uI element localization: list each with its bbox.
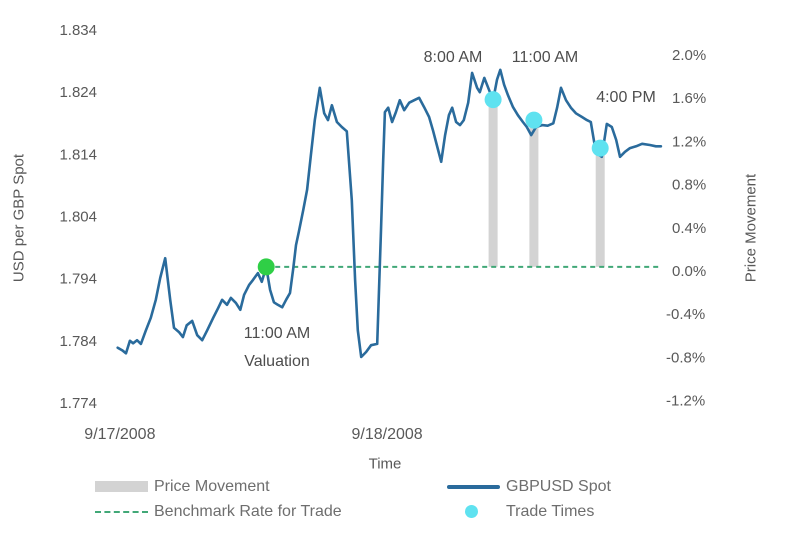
price-movement-swatch: [95, 481, 148, 492]
annotation-trade-8am: 8:00 AM: [423, 49, 483, 66]
x-axis-tick: 9/18/2008: [352, 426, 423, 443]
legend-column-left: Price Movement Benchmark Rate for Trade: [95, 475, 342, 523]
right-axis-tick: 0.8%: [672, 177, 706, 194]
dot-swatch-icon: [465, 505, 478, 518]
bar-swatch-icon: [95, 481, 148, 492]
left-axis-tick: 1.784: [59, 333, 97, 350]
left-axis-tick: 1.824: [59, 84, 97, 101]
line-swatch-icon: [447, 484, 500, 489]
left-axis-tick: 1.794: [59, 271, 97, 288]
right-axis-tick: -0.4%: [666, 306, 705, 323]
gbpusd-spot-swatch: [447, 484, 500, 489]
trade-time-dot: [591, 139, 609, 157]
trade-times-swatch: [447, 505, 500, 518]
right-axis-tick: 0.4%: [672, 220, 706, 237]
annotation-valuation: 11:00 AM Valuation: [244, 320, 310, 376]
x-axis-title: Time: [368, 455, 402, 473]
right-axis-tick: -1.2%: [666, 393, 705, 410]
legend-label: Price Movement: [154, 477, 270, 495]
left-axis-tick: 1.834: [59, 22, 97, 39]
left-axis-tick: 1.814: [59, 146, 97, 163]
right-axis-tick: 0.0%: [672, 263, 706, 280]
right-axis-title: Price Movement: [742, 173, 760, 283]
legend-item-gbpusd-spot: GBPUSD Spot: [447, 475, 611, 498]
trade-time-dot: [484, 91, 502, 109]
legend-item-benchmark: Benchmark Rate for Trade: [95, 500, 342, 523]
legend-label: GBPUSD Spot: [506, 477, 611, 495]
price-movement-bar: [529, 120, 539, 267]
benchmark-swatch: [95, 510, 148, 513]
gbpusd-spot-line: [116, 68, 663, 359]
right-axis-tick: 1.2%: [672, 133, 706, 150]
valuation-dot: [257, 258, 275, 276]
left-axis-tick: 1.804: [59, 209, 97, 226]
right-axis-tick: 2.0%: [672, 47, 706, 64]
price-movement-bar: [488, 99, 498, 267]
annotation-trade-11am: 11:00 AM: [511, 49, 579, 66]
right-axis-tick: -0.8%: [666, 349, 705, 366]
left-axis-tick: 1.774: [59, 395, 97, 412]
annotation-trade-4pm: 4:00 PM: [596, 89, 656, 106]
left-axis-title: USD per GBP Spot: [10, 153, 28, 283]
x-axis-tick: 9/17/2008: [84, 426, 155, 443]
price-movement-bar: [595, 148, 605, 267]
legend-label: Benchmark Rate for Trade: [154, 502, 342, 520]
valuation-time-label: 11:00 AM: [243, 325, 311, 342]
legend-item-price-movement: Price Movement: [95, 475, 342, 498]
legend-column-right: GBPUSD Spot Trade Times: [447, 475, 611, 523]
legend-label: Trade Times: [506, 502, 595, 520]
legend-item-trade-times: Trade Times: [447, 500, 611, 523]
right-axis-tick: 1.6%: [672, 90, 706, 107]
trade-time-dot: [525, 111, 543, 129]
valuation-name-label: Valuation: [244, 353, 310, 370]
dashed-line-swatch-icon: [95, 510, 148, 513]
